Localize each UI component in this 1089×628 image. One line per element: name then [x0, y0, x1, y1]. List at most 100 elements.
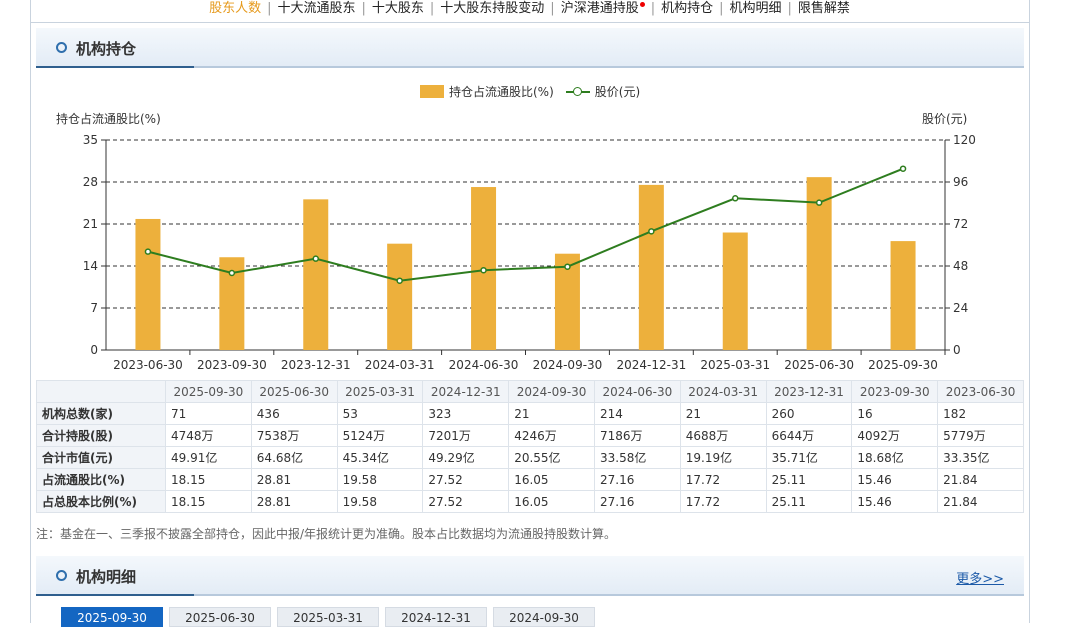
table-cell: 4092万 [851, 424, 939, 447]
price-point[interactable] [144, 248, 152, 255]
bar[interactable] [135, 218, 161, 350]
column-header: 2024-12-31 [422, 380, 510, 403]
bar[interactable] [638, 184, 664, 350]
y-tick-label: 0 [90, 343, 98, 357]
price-point[interactable] [815, 199, 823, 206]
nav-link[interactable]: 沪深港通持股 [560, 1, 639, 16]
y2-tick-label: 96 [953, 175, 968, 189]
header-accent [36, 66, 194, 68]
table-cell: 21.84 [937, 468, 1024, 491]
table-cell: 19.19亿 [679, 446, 767, 469]
new-dot-icon [639, 2, 645, 7]
x-tick-label: 2023-12-31 [281, 358, 351, 372]
nav-link[interactable]: 限售解禁 [797, 1, 850, 16]
table-cell: 27.16 [593, 490, 681, 513]
table-cell: 436 [250, 402, 338, 425]
price-point[interactable] [732, 195, 739, 202]
price-point[interactable] [648, 228, 655, 235]
period-tabs: 2025-09-30 2025-06-30 2025-03-31 2024-12-31… [61, 607, 601, 627]
price-point[interactable] [396, 277, 403, 284]
period-tab[interactable]: 2024-12-31 [385, 607, 487, 627]
row-header: 合计市值(元) [36, 446, 166, 469]
bar[interactable] [303, 199, 329, 350]
table-row: 合计市值(元) 49.91亿 64.68亿 45.34亿 49.29亿 20.55亿 33.… [36, 446, 1024, 469]
table-cell: 27.16 [593, 468, 681, 491]
table-cell: 28.81 [250, 468, 338, 491]
table-row: 占总股本比例(%) 18.15 28.81 19.58 27.52 16.05 27.16 1… [36, 490, 1024, 513]
price-point[interactable] [312, 255, 319, 262]
bar[interactable] [806, 177, 832, 350]
y-tick-label: 7 [90, 301, 98, 315]
table-cell: 64.68亿 [250, 446, 338, 469]
table-cell: 27.52 [422, 490, 510, 513]
table-cell: 15.46 [851, 468, 939, 491]
table-cell: 49.29亿 [422, 446, 510, 469]
price-point[interactable] [228, 269, 236, 277]
more-link[interactable]: 更多>> [956, 572, 1004, 587]
x-tick-label: 2024-03-31 [365, 358, 435, 372]
x-tick-label: 2025-03-31 [700, 358, 770, 372]
x-tick-label: 2025-09-30 [868, 358, 938, 372]
nav-link[interactable]: 机构明细 [729, 1, 782, 16]
table-cell: 21 [679, 402, 767, 425]
price-line [147, 167, 904, 282]
y2-tick-label: 0 [953, 343, 961, 357]
table-cell: 7201万 [422, 424, 510, 447]
period-tab[interactable]: 2024-09-30 [493, 607, 595, 627]
nav-link[interactable]: 十大流通股东 [277, 1, 356, 16]
table-cell: 18.68亿 [851, 446, 939, 469]
legend-bar-swatch[interactable] [420, 85, 444, 98]
y-tick-label: 35 [83, 133, 98, 147]
table-cell: 17.72 [679, 468, 767, 491]
section-title: 机构明细 [76, 568, 137, 586]
nav-separator: | [429, 1, 435, 16]
table-cell: 33.35亿 [937, 446, 1024, 469]
table-row: 合计持股(股) 4748万 7538万 5124万 7201万 4246万 7186万 468… [36, 424, 1024, 447]
nav-separator: | [361, 1, 366, 16]
bar[interactable] [890, 241, 916, 350]
legend-bar-label[interactable]: 持仓占流通股比(%) [449, 85, 554, 99]
x-tick-label: 2024-09-30 [533, 358, 603, 372]
period-tab[interactable]: 2025-03-31 [277, 607, 379, 627]
legend-line-swatch[interactable] [565, 85, 590, 98]
column-header: 2025-09-30 [165, 380, 252, 403]
nav-link[interactable]: 股东人数 [209, 1, 262, 16]
x-tick-label: 2023-06-30 [113, 358, 183, 372]
table-cell: 17.72 [679, 490, 767, 513]
table-cell: 5779万 [937, 424, 1024, 447]
bar[interactable] [387, 243, 413, 350]
column-header: 2024-06-30 [593, 380, 681, 403]
nav-link[interactable]: 十大股东持股变动 [440, 1, 545, 16]
content-frame [30, 0, 1030, 623]
table-cell: 45.34亿 [336, 446, 424, 469]
column-header: 2025-03-31 [336, 380, 424, 403]
row-header: 合计持股(股) [36, 424, 166, 447]
table-cell: 15.46 [851, 490, 939, 513]
table-cell: 5124万 [336, 424, 424, 447]
table-cell: 18.15 [165, 468, 252, 491]
nav-separator: | [267, 1, 272, 16]
nav-link[interactable]: 十大股东 [371, 1, 424, 16]
row-header: 机构总数(家) [36, 402, 166, 425]
price-point[interactable] [899, 165, 907, 172]
table-cell: 4246万 [508, 424, 595, 447]
nav-link[interactable]: 机构持仓 [661, 1, 714, 16]
table-cell: 182 [937, 402, 1024, 425]
table-cell: 16 [851, 402, 939, 425]
bar[interactable] [722, 232, 748, 350]
price-point[interactable] [480, 266, 487, 274]
period-tab[interactable]: 2025-09-30 [61, 607, 163, 627]
period-tab[interactable]: 2025-06-30 [169, 607, 271, 627]
table-cell: 53 [336, 402, 424, 425]
table-cell: 4688万 [679, 424, 767, 447]
y2-tick-label: 120 [953, 133, 976, 147]
price-point[interactable] [564, 263, 571, 270]
section-title: 机构持仓 [76, 40, 137, 58]
circle-bullet-icon [56, 570, 67, 581]
column-header: 2023-12-31 [765, 380, 853, 403]
section-header-details: 机构明细 更多>> [36, 556, 1024, 596]
column-header: 2023-06-30 [937, 380, 1024, 403]
footnote: 注：基金在一、三季报不披露全部持仓，因此中报/年报统计更为准确。股本占比数据均为… [36, 527, 617, 541]
legend-line-label[interactable]: 股价(元) [594, 85, 641, 99]
section-header-holdings: 机构持仓 [36, 28, 1024, 68]
